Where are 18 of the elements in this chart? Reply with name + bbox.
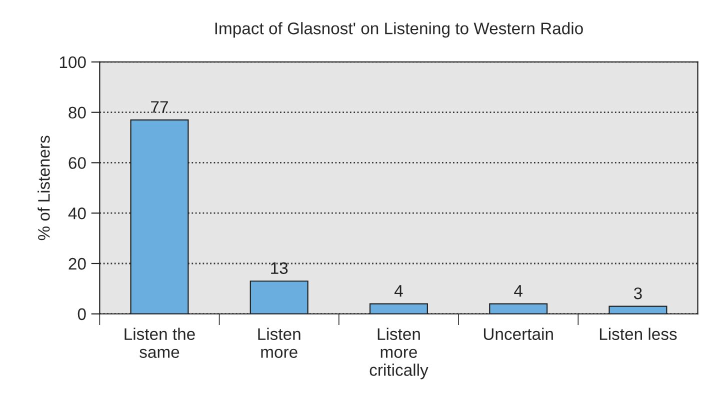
data-label: 13 <box>271 262 288 274</box>
y-tick-label: 60 <box>68 157 86 169</box>
x-tick-label: Listen more critically <box>370 328 428 380</box>
y-tick-label: 40 <box>68 208 86 220</box>
data-label: 4 <box>394 285 403 297</box>
data-label: 4 <box>514 285 522 297</box>
y-tick-label: 0 <box>78 308 86 320</box>
data-label: 3 <box>634 287 642 300</box>
y-axis-title: % of Listeners <box>38 136 50 240</box>
x-tick-label: Listen more <box>258 328 300 358</box>
x-tick-label: Uncertain <box>484 328 553 340</box>
data-label: 77 <box>151 101 168 113</box>
x-tick-label: Listen less <box>600 328 677 340</box>
chart-title: Impact of Glasnost' on Listening to Western Radio <box>215 22 583 38</box>
y-tick-label: 20 <box>68 258 86 270</box>
y-tick-label: 80 <box>68 106 86 119</box>
y-tick-label: 100 <box>60 56 86 68</box>
x-tick-label: Listen the same <box>124 328 195 358</box>
